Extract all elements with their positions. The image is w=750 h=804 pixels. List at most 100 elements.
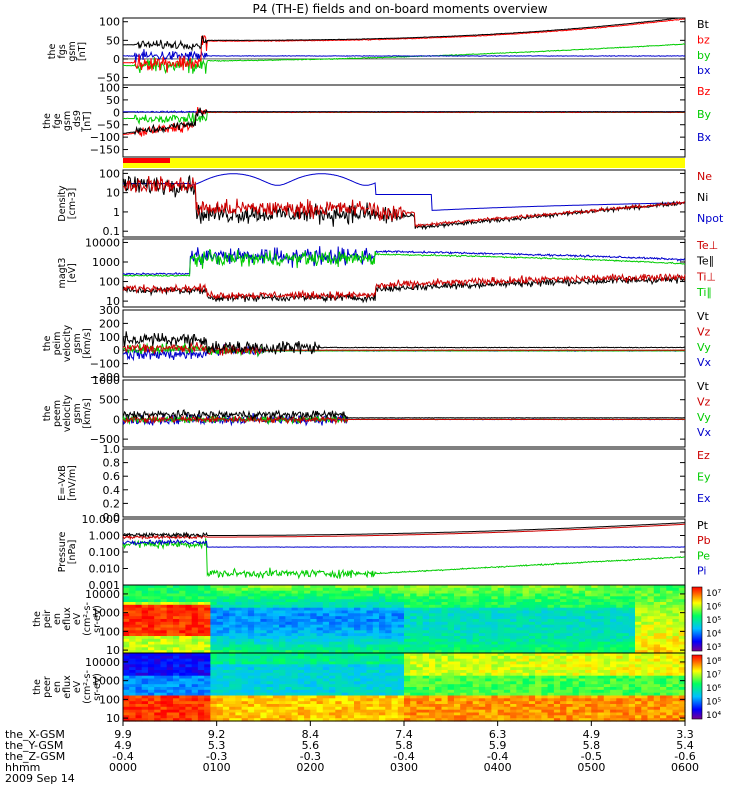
spectrogram-cell xyxy=(622,706,630,711)
spectrogram-cell xyxy=(310,709,318,714)
spectrogram-cell xyxy=(279,624,286,629)
spectrogram-cell xyxy=(553,633,561,637)
spectrogram-cell xyxy=(279,661,286,665)
spectrogram-cell xyxy=(660,636,667,640)
spectrogram-cell xyxy=(429,678,436,682)
spectrogram-cell xyxy=(310,658,318,663)
spectrogram-cell xyxy=(566,678,574,682)
spectrogram-cell xyxy=(441,599,449,603)
spectrogram-cell xyxy=(385,687,393,691)
spectrogram-cell xyxy=(628,712,636,716)
spectrogram-cell xyxy=(260,715,268,719)
spectrogram-cell xyxy=(447,590,455,595)
spectrogram-cell xyxy=(285,621,293,626)
spectrogram-cell xyxy=(616,647,624,651)
spectrogram-cell xyxy=(216,610,224,614)
spectrogram-cell xyxy=(478,687,486,691)
spectrogram-cell xyxy=(135,599,143,603)
spectrogram-cell xyxy=(472,627,480,631)
spectrogram-cell xyxy=(635,624,642,629)
spectrogram-cell xyxy=(173,636,180,640)
spectrogram-cell xyxy=(166,670,174,674)
spectrogram-cell xyxy=(154,619,161,623)
spectrogram-cell xyxy=(435,650,442,654)
spectrogram-cell xyxy=(472,698,480,702)
spectrogram-cell xyxy=(553,599,561,603)
spectrogram-cell xyxy=(616,698,624,702)
spectrogram-cell xyxy=(123,638,130,643)
spectrogram-cell xyxy=(466,599,474,603)
spectrogram-cell xyxy=(160,590,168,595)
spectrogram-cell xyxy=(447,689,455,694)
spectrogram-cell xyxy=(472,596,480,600)
series-ti-par xyxy=(123,248,686,278)
spectrogram-cell xyxy=(497,638,505,643)
spectrogram-cell xyxy=(391,624,399,629)
spectrogram-cell xyxy=(391,689,399,694)
y-tick-label: 0.100 xyxy=(89,546,121,559)
spectrogram-cell xyxy=(272,701,280,705)
spectrogram-cell xyxy=(647,718,655,722)
date-label: 2009 Sep 14 xyxy=(5,772,75,785)
spectrogram-cell xyxy=(397,684,405,688)
spectrogram-cell xyxy=(653,638,661,643)
spectrogram-cell xyxy=(191,644,199,648)
spectrogram-cell xyxy=(522,602,530,606)
spectrogram-cell xyxy=(335,638,343,643)
spectrogram-cell xyxy=(485,658,492,663)
spectrogram-cell xyxy=(254,627,261,631)
spectrogram-cell xyxy=(235,596,243,600)
spectrogram-cell xyxy=(566,695,574,699)
spectrogram-cell xyxy=(222,701,230,705)
spectrogram-cell xyxy=(229,664,236,668)
spectrogram-cell xyxy=(535,701,542,705)
spectrogram-cell xyxy=(410,621,417,626)
y-axis-label-line: velocity xyxy=(62,395,73,433)
spectrogram-cell xyxy=(572,599,580,603)
spectrogram-cell xyxy=(372,616,380,620)
spectrogram-cell xyxy=(528,712,536,716)
spectrogram-cell xyxy=(354,687,361,691)
spectrogram-cell xyxy=(510,596,517,600)
spectrogram-cell xyxy=(148,704,155,708)
spectrogram-cell xyxy=(154,593,161,597)
spectrogram-cell xyxy=(341,658,349,663)
spectrogram-cell xyxy=(385,607,393,612)
spectrogram-cell xyxy=(610,624,617,629)
spectrogram-cell xyxy=(372,630,380,634)
spectrogram-cell xyxy=(354,596,361,600)
spectrogram-cell xyxy=(179,681,186,685)
spectrogram-cell xyxy=(653,675,661,680)
spectrogram-cell xyxy=(460,718,467,722)
spectrogram-cell xyxy=(410,706,417,711)
spectrogram-cell xyxy=(304,718,311,722)
spectrogram-cell xyxy=(535,604,542,609)
spectrogram-cell xyxy=(460,633,467,637)
spectrogram-cell xyxy=(366,604,374,609)
spectrogram-cell xyxy=(166,596,174,600)
spectrogram-cell xyxy=(260,681,268,685)
spectrogram-cell xyxy=(560,638,567,643)
spectrogram-cell xyxy=(678,644,686,648)
spectrogram-cell xyxy=(566,698,574,702)
spectrogram-cell xyxy=(522,627,530,631)
spectrogram-cell xyxy=(672,624,680,629)
spectrogram-cell xyxy=(347,638,355,643)
spectrogram-cell xyxy=(628,636,636,640)
spectrogram-cell xyxy=(141,706,149,711)
spectrogram-cell xyxy=(653,610,661,614)
spectrogram-cell xyxy=(416,599,424,603)
spectrogram-cell xyxy=(329,613,336,617)
spectrogram-cell xyxy=(429,672,436,677)
spectrogram-cell xyxy=(135,692,143,697)
spectrogram-cell xyxy=(572,664,580,668)
spectrogram-cell xyxy=(204,596,211,600)
spectrogram-cell xyxy=(272,715,280,719)
spectrogram-cell xyxy=(135,596,143,600)
spectrogram-cell xyxy=(191,647,199,651)
spectrogram-cell xyxy=(354,593,361,597)
spectrogram-cell xyxy=(422,627,430,631)
spectrogram-cell xyxy=(503,712,511,716)
spectrogram-cell xyxy=(179,619,186,623)
spectrogram-cell xyxy=(129,644,136,648)
